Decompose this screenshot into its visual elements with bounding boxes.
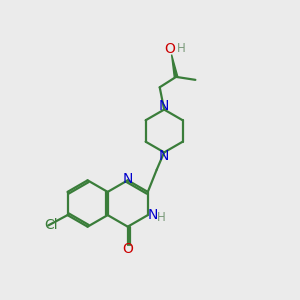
Text: N: N — [123, 172, 133, 186]
Text: O: O — [164, 42, 175, 56]
Text: N: N — [148, 208, 158, 222]
Text: N: N — [159, 99, 169, 113]
Text: H: H — [177, 42, 185, 55]
Text: N: N — [159, 149, 169, 163]
Text: O: O — [122, 242, 133, 256]
Polygon shape — [172, 55, 178, 77]
Text: Cl: Cl — [44, 218, 58, 232]
Text: H: H — [157, 211, 166, 224]
